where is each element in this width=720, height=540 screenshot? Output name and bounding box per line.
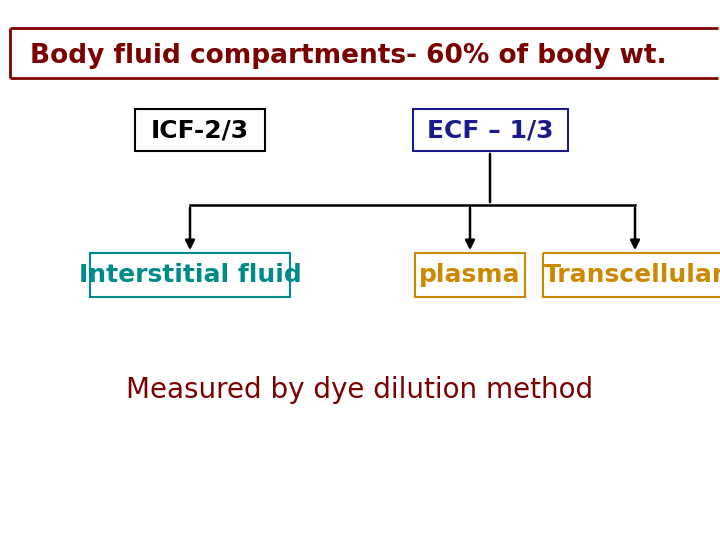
Bar [415,253,525,297]
Text: Transcellular: Transcellular [544,263,720,287]
Text: plasma: plasma [419,263,521,287]
Bar [90,253,290,297]
Text: ICF-2/3: ICF-2/3 [151,118,249,142]
Text: Interstitial fluid: Interstitial fluid [78,263,302,287]
Text: ECF – 1/3: ECF – 1/3 [427,118,553,142]
Text: Measured by dye dilution method: Measured by dye dilution method [127,376,593,404]
Bar [135,109,265,151]
Bar [542,253,720,297]
Bar [413,109,567,151]
Text: Body fluid compartments- 60% of body wt.: Body fluid compartments- 60% of body wt. [30,43,667,69]
